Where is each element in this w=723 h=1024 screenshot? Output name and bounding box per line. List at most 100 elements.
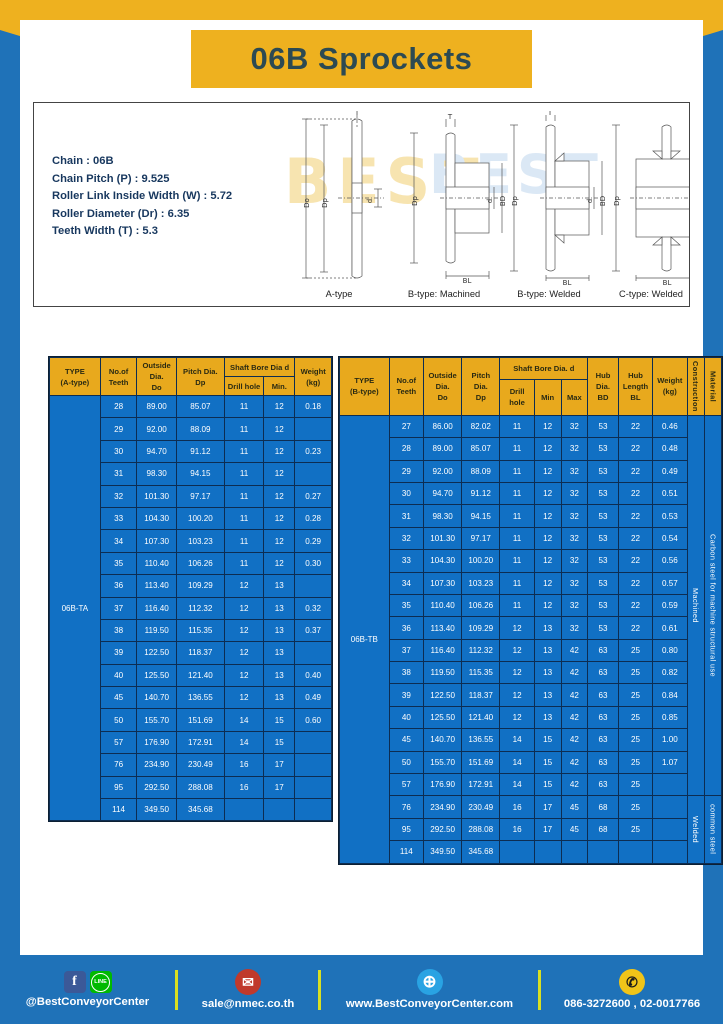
cell-weight: 0.48 — [652, 437, 688, 461]
table-row: 29 92.00 88.09 11 12 — [50, 417, 332, 441]
svg-text:Do: Do — [303, 198, 311, 208]
cell-hub-dia: 53 — [587, 437, 619, 461]
cell-hub-dia — [587, 840, 619, 864]
th-type: TYPE (A-type) — [49, 357, 101, 396]
footer-phone[interactable]: ✆ 086-3272600 , 02-0017766 — [541, 969, 723, 1010]
cell-bore-min — [263, 798, 296, 822]
cell-pitch-dia: 97.17 — [175, 484, 225, 508]
cell-outside-dia: 89.00 — [136, 394, 177, 419]
cell-outside-dia: 116.40 — [136, 596, 177, 620]
cell-drill-hole: 12 — [223, 663, 265, 688]
footer-website[interactable]: ⊕ www.BestConveyorCenter.com — [321, 969, 538, 1010]
th-drill-hole: Drill hole — [499, 378, 535, 416]
cell-weight — [294, 641, 332, 665]
th-min: Min. — [263, 376, 296, 396]
cell-outside-dia: 107.30 — [423, 571, 463, 595]
table-row: 30 94.70 91.12 11 12 0.23 — [50, 439, 332, 464]
cell-weight — [294, 730, 332, 755]
th-construction: Construction — [686, 357, 705, 416]
cell-pitch-dia: 97.17 — [461, 526, 501, 551]
cell-bore-max: 42 — [560, 705, 589, 730]
cell-drill-hole: 11 — [499, 459, 535, 483]
cell-bore-max: 32 — [560, 414, 589, 439]
cell-pitch-dia: 103.23 — [175, 529, 225, 553]
cell-drill-hole: 11 — [499, 526, 535, 551]
cell-drill-hole: 12 — [499, 638, 535, 663]
cell-hub-length: 25 — [617, 728, 654, 752]
cell-bore-max: 32 — [560, 549, 589, 573]
cell-outside-dia: 86.00 — [423, 414, 463, 439]
cell-drill-hole: 16 — [223, 753, 265, 777]
svg-text:BL: BL — [563, 279, 572, 286]
cell-bore-min: 13 — [533, 705, 562, 730]
cell-outside-dia: 98.30 — [136, 462, 177, 486]
cell-weight — [294, 753, 332, 777]
footer-social[interactable]: f @BestConveyorCenter — [0, 971, 175, 1008]
cell-pitch-dia: 151.69 — [461, 750, 501, 775]
cell-hub-dia: 63 — [587, 773, 619, 797]
cell-pitch-dia: 91.12 — [175, 439, 225, 464]
cell-teeth: 35 — [388, 593, 425, 618]
cell-material-common: common steel — [703, 795, 723, 864]
cell-drill-hole: 11 — [223, 551, 265, 576]
caption-c-welded: C-type: Welded — [619, 289, 683, 299]
cell-bore-max: 32 — [560, 526, 589, 551]
cell-pitch-dia: 230.49 — [461, 795, 501, 819]
drawing-c-type-welded: Dp BL d BD — [606, 111, 689, 286]
cell-pitch-dia: 106.26 — [175, 551, 225, 576]
cell-pitch-dia: 115.35 — [461, 661, 501, 685]
table-row: 33 104.30 100.20 11 12 32 53 22 0.56 — [340, 549, 722, 573]
cell-hub-length: 22 — [617, 414, 654, 439]
content-sheet: 06B Sprockets BEST BEST Chain : 06B Chai… — [20, 20, 723, 955]
facebook-icon[interactable]: f — [63, 971, 86, 993]
cell-hub-length: 25 — [617, 750, 654, 775]
cell-pitch-dia: 85.07 — [175, 394, 225, 419]
cell-teeth: 33 — [388, 549, 425, 573]
cell-pitch-dia: 88.09 — [175, 417, 225, 441]
cell-bore-min: 15 — [533, 773, 562, 797]
cell-outside-dia: 176.90 — [136, 730, 177, 755]
cell-drill-hole — [223, 798, 265, 822]
cell-pitch-dia: 103.23 — [461, 571, 501, 595]
cell-drill-hole: 16 — [223, 775, 265, 800]
footer-email[interactable]: ✉ sale@nmec.co.th — [178, 969, 318, 1010]
table-row: 34 107.30 103.23 11 12 0.29 — [50, 529, 332, 553]
cell-drill-hole: 11 — [223, 529, 265, 553]
cell-outside-dia: 122.50 — [136, 641, 177, 665]
footer-website-text: www.BestConveyorCenter.com — [345, 998, 514, 1010]
cell-bore-min: 13 — [263, 641, 296, 665]
table-row: 35 110.40 106.26 11 12 32 53 22 0.59 — [340, 593, 722, 618]
cell-hub-length — [617, 840, 654, 864]
cell-bore-min: 13 — [263, 663, 296, 688]
cell-pitch-dia: 88.09 — [461, 459, 501, 483]
cell-hub-dia: 53 — [587, 414, 619, 439]
cell-pitch-dia: 106.26 — [461, 593, 501, 618]
table-row: 50 155.70 151.69 14 15 42 63 25 1.07 — [340, 750, 722, 775]
cell-hub-dia: 53 — [587, 593, 619, 618]
cell-pitch-dia: 345.68 — [461, 840, 501, 864]
svg-text:BD: BD — [499, 196, 507, 206]
cell-hub-dia: 63 — [587, 705, 619, 730]
cell-bore-min: 15 — [533, 750, 562, 775]
th-teeth: No.of Teeth — [99, 357, 138, 396]
cell-teeth: 32 — [99, 484, 138, 508]
table-row: 33 104.30 100.20 11 12 0.28 — [50, 506, 332, 531]
line-icon[interactable] — [89, 971, 112, 993]
cell-weight: 0.27 — [294, 484, 332, 508]
cell-bore-min: 12 — [533, 593, 562, 618]
cell-outside-dia: 92.00 — [423, 459, 463, 483]
cell-outside-dia: 101.30 — [136, 484, 177, 508]
table-row: 35 110.40 106.26 11 12 0.30 — [50, 551, 332, 576]
cell-hub-length: 22 — [617, 459, 654, 483]
cell-bore-min: 12 — [263, 439, 296, 464]
cell-outside-dia: 89.00 — [423, 437, 463, 461]
page-title-wrap: 06B Sprockets — [20, 30, 703, 88]
cell-weight: 0.18 — [294, 394, 332, 419]
cell-type-label: 06B-TB — [339, 414, 390, 864]
cell-bore-max — [560, 840, 589, 864]
phone-icon: ✆ — [619, 969, 645, 995]
th-weight: Weight (kg) — [294, 357, 332, 396]
cell-weight — [652, 795, 688, 819]
cell-bore-min: 12 — [263, 551, 296, 576]
table-row: 114 349.50 345.68 — [340, 840, 722, 864]
